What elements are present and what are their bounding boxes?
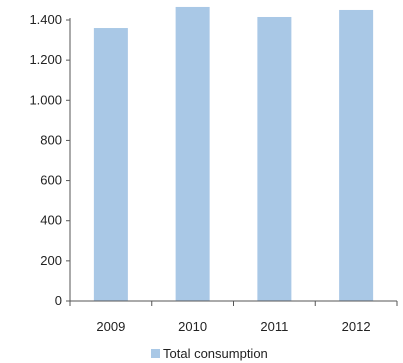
y-tick-label: 1.000: [29, 92, 62, 107]
axes-group: [69, 18, 398, 306]
x-tick-label: 2009: [96, 319, 125, 334]
bar-2012: [339, 9, 374, 301]
x-tick-label: 2012: [342, 319, 371, 334]
legend: Total consumption: [151, 346, 268, 361]
y-tick-label: 0: [55, 293, 62, 308]
x-tick-label: 2011: [260, 319, 288, 334]
bars-group: [93, 6, 374, 302]
x-axis-labels: 2009 2010 2011 2012: [96, 319, 370, 334]
y-tick-label: 600: [40, 173, 62, 188]
bar-2009: [93, 28, 128, 302]
legend-swatch: [151, 349, 160, 358]
legend-label-total-consumption: Total consumption: [163, 346, 268, 361]
bar-2010: [175, 6, 210, 301]
y-tick-label: 1.200: [29, 52, 62, 67]
bar-2011: [257, 16, 292, 301]
y-tick-label: 800: [40, 132, 62, 147]
y-tick-label: 400: [40, 213, 62, 228]
y-axis-ticks: 0 200 400 600 800 1.000 1.200 1.400: [29, 12, 70, 308]
y-tick-label: 1.400: [29, 12, 62, 27]
x-tick-label: 2010: [178, 319, 207, 334]
y-tick-label: 200: [40, 253, 62, 268]
